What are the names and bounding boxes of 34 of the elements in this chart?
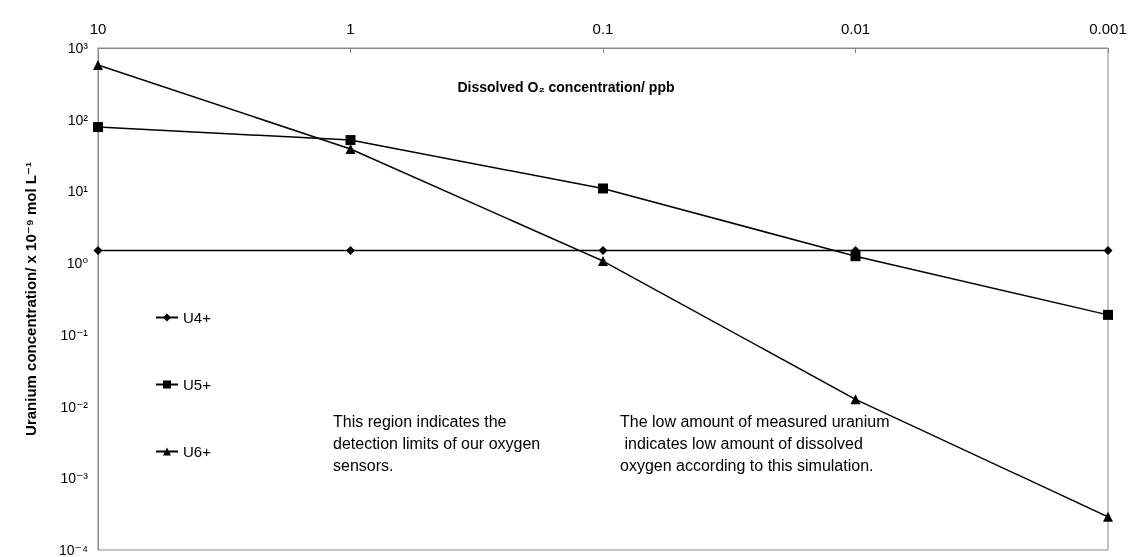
y-tick-label: 10³ (67, 40, 89, 56)
x-tick-label: 0.1 (592, 20, 614, 37)
y-tick-label: 10¹ (67, 183, 89, 200)
legend-label: U6+ (183, 443, 212, 460)
y-tick-label: 10² (67, 111, 89, 128)
x-tick-label: 0.01 (840, 20, 871, 37)
point (598, 256, 608, 267)
y-axis-title: Uranium concentration/ x 10⁻⁹ mol L⁻¹ (22, 162, 39, 436)
point (1103, 309, 1113, 320)
point (598, 246, 608, 256)
point (345, 135, 356, 146)
point (93, 59, 103, 70)
y-tick-label: 10⁰ (66, 255, 89, 272)
y-tick-label: 10⁻⁴ (59, 542, 88, 557)
point (93, 122, 103, 133)
x-tick-label: 10 (89, 20, 107, 37)
legend-label: U5+ (183, 376, 212, 393)
y-tick-label: 10⁻² (60, 398, 89, 415)
point (850, 251, 861, 262)
legend-label: U4+ (183, 309, 212, 326)
y-tick-label: 10⁻³ (60, 470, 89, 487)
point (345, 144, 356, 155)
x-axis-title: Dissolved O₂ concentration/ ppb (457, 79, 675, 95)
point (598, 183, 608, 194)
point (346, 246, 355, 256)
x-tick-label: 0.001 (1089, 20, 1127, 37)
annotation: The low amount of measured uranium indicates low amount of dissolved oxygen according to this simulation. (620, 412, 890, 474)
annotation: This region indicates the detection limits of our oxygen sensors. (333, 412, 545, 474)
y-tick-label: 10⁻¹ (60, 326, 89, 343)
point (1103, 511, 1113, 522)
point (1103, 246, 1113, 256)
x-tick-label: 1 (346, 20, 355, 37)
point (93, 246, 103, 256)
point (850, 394, 861, 405)
